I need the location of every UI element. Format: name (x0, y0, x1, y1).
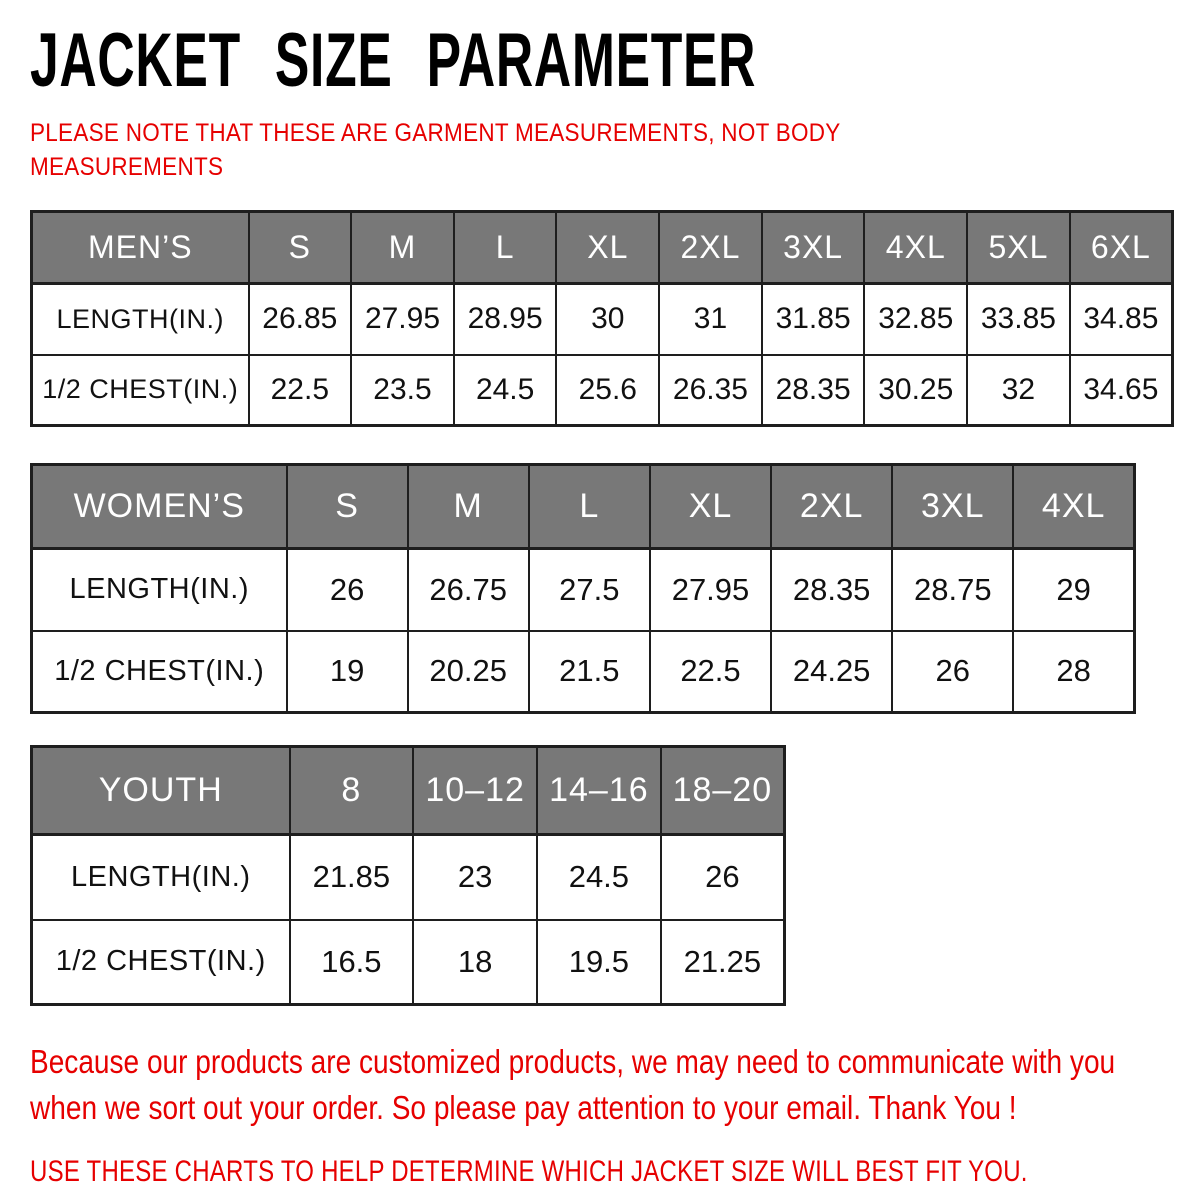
size-column-header: 10–12 (412, 745, 538, 836)
size-value-cell: 23 (412, 833, 538, 921)
size-column-header: 18–20 (659, 745, 786, 836)
size-column-header: XL (555, 210, 661, 285)
measurement-row: 1/2 CHEST(IN.) 19 20.25 21.5 22.5 24.25 26 28 (30, 629, 1136, 714)
customization-notice-line-2: when we sort out your order. So please p… (30, 1089, 1017, 1126)
size-value-cell: 24.25 (770, 629, 894, 714)
size-value-cell: 28.75 (891, 547, 1015, 632)
size-value-cell: 26 (659, 833, 786, 921)
usage-caption: USE THESE CHARTS TO HELP DETERMINE WHICH… (30, 1155, 1028, 1188)
size-column-header: S (285, 463, 409, 550)
size-value-cell: 28.35 (770, 547, 894, 632)
size-value-cell: 32.85 (863, 282, 969, 356)
size-column-header: L (452, 210, 558, 285)
size-value-cell: 26 (891, 629, 1015, 714)
size-value-cell: 31.85 (760, 282, 866, 356)
header-row: MEN’S S M L XL 2XL 3XL 4XL 5XL 6XL (30, 210, 1174, 285)
size-value-cell: 30 (555, 282, 661, 356)
size-value-cell: 26.75 (406, 547, 530, 632)
size-value-cell: 34.65 (1068, 353, 1174, 427)
size-value-cell: 21.25 (659, 918, 786, 1006)
size-value-cell: 19.5 (536, 918, 662, 1006)
size-value-cell: 21.85 (288, 833, 415, 921)
row-label-cell: LENGTH(IN.) (30, 833, 291, 921)
size-column-header: 3XL (891, 463, 1015, 550)
size-value-cell: 30.25 (863, 353, 969, 427)
size-value-cell: 26.85 (247, 282, 353, 356)
size-value-cell: 18 (412, 918, 538, 1006)
size-column-header: 14–16 (536, 745, 662, 836)
customization-notice-line-1: Because our products are customized prod… (30, 1043, 1116, 1080)
measurement-row: LENGTH(IN.) 21.85 23 24.5 26 (30, 833, 786, 921)
size-value-cell: 27.95 (648, 547, 773, 632)
size-value-cell: 28 (1012, 629, 1136, 714)
size-value-cell: 32 (966, 353, 1071, 427)
size-value-cell: 27.5 (527, 547, 651, 632)
size-value-cell: 28.95 (452, 282, 558, 356)
header-row: WOMEN’S S M L XL 2XL 3XL 4XL (30, 463, 1136, 550)
size-value-cell: 21.5 (527, 629, 651, 714)
size-column-header: 2XL (770, 463, 894, 550)
size-column-header: 4XL (863, 210, 969, 285)
row-label-cell: LENGTH(IN.) (30, 547, 288, 632)
garment-measurement-note: PLEASE NOTE THAT THESE ARE GARMENT MEASU… (30, 116, 1083, 184)
note-line-2: MEASUREMENTS (30, 153, 224, 181)
measurement-row: 1/2 CHEST(IN.) 22.5 23.5 24.5 25.6 26.35 28.35… (30, 353, 1174, 427)
size-value-cell: 22.5 (648, 629, 773, 714)
size-column-header: L (527, 463, 651, 550)
row-label-cell: 1/2 CHEST(IN.) (30, 918, 291, 1006)
size-column-header: S (247, 210, 353, 285)
size-value-cell: 28.35 (760, 353, 866, 427)
header-row: YOUTH 8 10–12 14–16 18–20 (30, 745, 786, 836)
size-column-header: M (406, 463, 530, 550)
size-value-cell: 26.35 (658, 353, 763, 427)
size-value-cell: 22.5 (247, 353, 353, 427)
table-title-cell: YOUTH (30, 745, 291, 836)
table-title-cell: WOMEN’S (30, 463, 288, 550)
size-value-cell: 34.85 (1068, 282, 1174, 356)
youth-size-table: YOUTH 8 10–12 14–16 18–20 LENGTH(IN.) 21.85 23 2… (30, 745, 786, 1006)
size-value-cell: 33.85 (966, 282, 1071, 356)
row-label-cell: LENGTH(IN.) (30, 282, 250, 356)
mens-size-table: MEN’S S M L XL 2XL 3XL 4XL 5XL 6XL LENGTH(IN.) 26.8… (30, 210, 1174, 427)
row-label-cell: 1/2 CHEST(IN.) (30, 353, 250, 427)
size-column-header: 2XL (658, 210, 763, 285)
page-title: JACKET SIZE PARAMETER (30, 18, 757, 103)
customization-notice: Because our products are customized prod… (30, 1039, 1116, 1131)
size-value-cell: 23.5 (350, 353, 455, 427)
size-value-cell: 29 (1012, 547, 1136, 632)
measurement-row: 1/2 CHEST(IN.) 16.5 18 19.5 21.25 (30, 918, 786, 1006)
size-column-header: 6XL (1068, 210, 1174, 285)
size-column-header: 4XL (1012, 463, 1136, 550)
size-value-cell: 16.5 (288, 918, 415, 1006)
size-value-cell: 19 (285, 629, 409, 714)
size-column-header: 8 (288, 745, 415, 836)
table-title-cell: MEN’S (30, 210, 250, 285)
size-value-cell: 20.25 (406, 629, 530, 714)
size-value-cell: 24.5 (536, 833, 662, 921)
size-column-header: XL (648, 463, 773, 550)
measurement-row: LENGTH(IN.) 26.85 27.95 28.95 30 31 31.85 32.85… (30, 282, 1174, 356)
measurement-row: LENGTH(IN.) 26 26.75 27.5 27.95 28.35 28.75 29 (30, 547, 1136, 632)
womens-size-table: WOMEN’S S M L XL 2XL 3XL 4XL LENGTH(IN.) 26 26.75 2… (30, 463, 1136, 714)
size-column-header: 5XL (966, 210, 1071, 285)
size-value-cell: 26 (285, 547, 409, 632)
size-column-header: M (350, 210, 455, 285)
size-value-cell: 24.5 (452, 353, 558, 427)
note-line-1: PLEASE NOTE THAT THESE ARE GARMENT MEASU… (30, 119, 841, 147)
size-value-cell: 27.95 (350, 282, 455, 356)
row-label-cell: 1/2 CHEST(IN.) (30, 629, 288, 714)
size-value-cell: 25.6 (555, 353, 661, 427)
size-column-header: 3XL (760, 210, 866, 285)
size-value-cell: 31 (658, 282, 763, 356)
